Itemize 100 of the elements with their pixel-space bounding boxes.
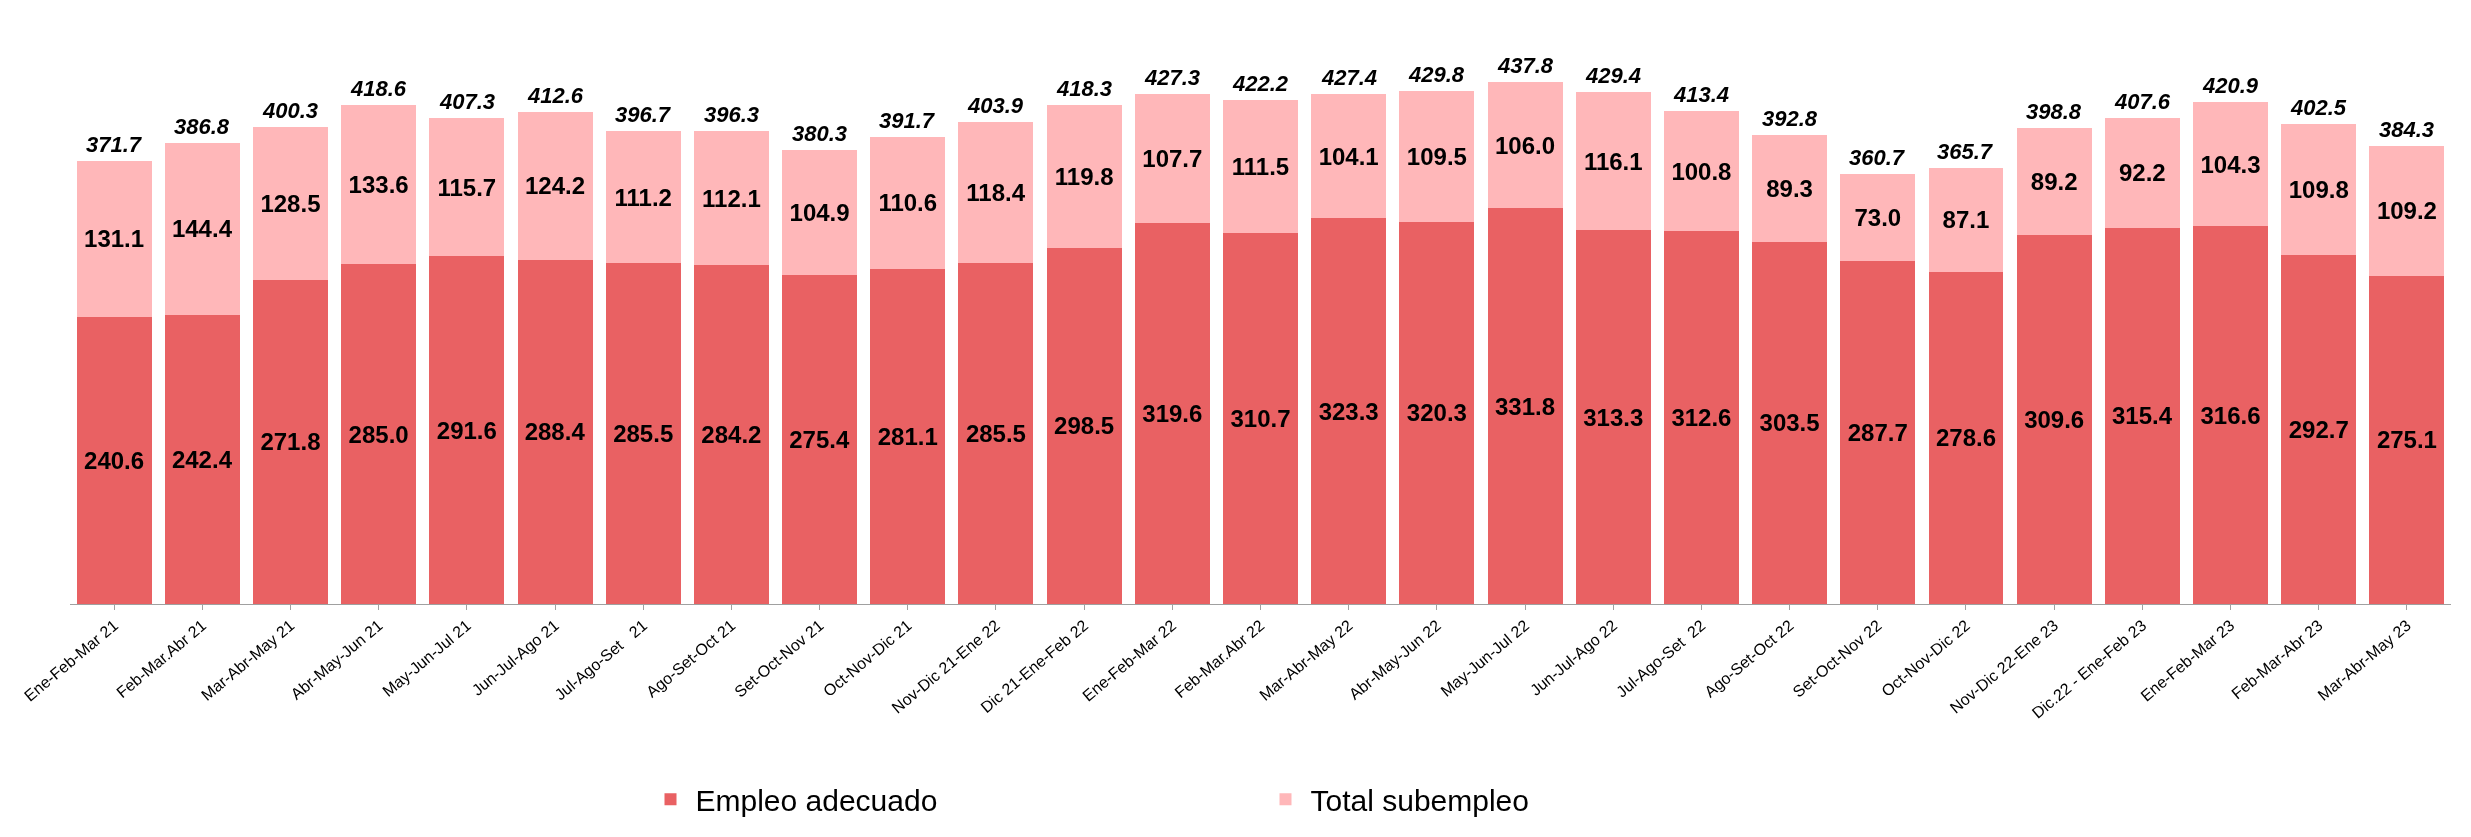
data-label: 320.3 — [1406, 399, 1467, 427]
bar — [1840, 173, 1916, 261]
bar — [2369, 145, 2445, 276]
bar — [870, 268, 946, 604]
bar — [958, 122, 1034, 264]
data-label: 312.6 — [1671, 404, 1732, 432]
total-label: 380.3 — [792, 121, 848, 146]
bar — [958, 263, 1034, 604]
total-label: 418.6 — [350, 76, 407, 101]
data-label: 281.1 — [877, 422, 938, 450]
data-label: 275.4 — [789, 426, 850, 454]
data-label: 87.1 — [1942, 206, 1990, 234]
total-label: 429.4 — [1585, 63, 1642, 88]
bar — [1399, 91, 1475, 222]
data-label: 104.9 — [789, 199, 850, 227]
bar — [252, 126, 328, 280]
total-label: 396.3 — [704, 102, 760, 127]
data-label: 144.4 — [171, 215, 233, 243]
data-label: 303.5 — [1759, 409, 1820, 437]
bar — [1487, 208, 1563, 604]
total-label: 422.2 — [1232, 71, 1289, 96]
bar — [605, 130, 681, 264]
total-label: 437.8 — [1497, 53, 1554, 78]
data-label: 291.6 — [436, 416, 497, 444]
data-label: 275.1 — [2376, 426, 2437, 454]
legend-label: Total subempleo — [1310, 783, 1529, 817]
bar — [1928, 167, 2004, 272]
data-label: 112.1 — [702, 184, 761, 212]
total-label: 407.6 — [2114, 89, 2171, 114]
data-label: 331.8 — [1495, 392, 1556, 420]
bar — [2281, 254, 2357, 604]
total-label: 392.8 — [1762, 106, 1818, 131]
data-label: 106.0 — [1495, 131, 1556, 159]
data-label: 285.5 — [613, 420, 674, 448]
data-label: 115.7 — [437, 173, 497, 201]
data-label: 319.6 — [1142, 399, 1203, 427]
bar — [870, 136, 946, 269]
bar — [1752, 241, 1828, 604]
bar — [76, 160, 152, 317]
data-label: 100.8 — [1671, 157, 1732, 185]
total-label: 418.3 — [1056, 76, 1113, 101]
bar — [1046, 247, 1122, 604]
total-label: 371.7 — [86, 132, 143, 157]
bar — [1223, 233, 1298, 604]
data-label: 285.5 — [965, 420, 1026, 448]
total-label: 429.8 — [1408, 62, 1465, 87]
data-label: 107.7 — [1142, 145, 1203, 173]
data-label: 104.1 — [1318, 142, 1379, 170]
bar — [1575, 230, 1651, 604]
bar — [1663, 110, 1739, 232]
total-label: 427.3 — [1144, 65, 1201, 90]
data-label: 309.6 — [2024, 405, 2085, 433]
data-label: 285.0 — [348, 420, 409, 448]
bar — [1575, 91, 1651, 231]
data-label: 111.2 — [614, 183, 672, 211]
bar — [782, 150, 858, 276]
bar — [693, 131, 769, 265]
bar — [2193, 101, 2269, 227]
bar — [2016, 234, 2092, 604]
data-label: 278.6 — [1935, 424, 1997, 452]
data-label: 89.2 — [2030, 168, 2078, 195]
bar — [605, 263, 681, 604]
data-label: 323.3 — [1318, 397, 1379, 425]
bar — [1487, 81, 1563, 209]
data-label: 271.8 — [260, 428, 321, 456]
data-label: 73.0 — [1854, 203, 1902, 231]
total-label: 386.8 — [174, 114, 230, 139]
total-label: 365.7 — [1937, 139, 1994, 164]
bar — [693, 265, 769, 604]
bar — [1928, 271, 2004, 604]
data-label: 109.5 — [1406, 143, 1467, 171]
data-label: 89.3 — [1766, 175, 1813, 203]
data-label: 287.7 — [1847, 418, 1908, 446]
bar — [1663, 231, 1739, 604]
legend-label: Empleo adecuado — [695, 783, 938, 817]
total-label: 412.6 — [527, 83, 584, 108]
data-label: 310.7 — [1230, 405, 1291, 433]
data-label: 116.1 — [1583, 147, 1643, 175]
data-label: 111.5 — [1231, 153, 1290, 181]
total-label: 398.8 — [2026, 99, 2082, 124]
bar — [341, 264, 417, 604]
bar — [1311, 218, 1387, 604]
bar — [2104, 227, 2180, 604]
data-label: 313.3 — [1583, 403, 1644, 431]
bar — [164, 314, 240, 604]
bar — [1134, 222, 1210, 604]
bar — [341, 104, 417, 265]
total-label: 407.3 — [439, 89, 496, 114]
data-label: 242.4 — [171, 445, 233, 473]
bar — [2016, 128, 2092, 235]
data-label: 315.4 — [2111, 402, 2173, 430]
data-label: 133.6 — [348, 170, 409, 198]
total-label: 402.5 — [2290, 95, 2347, 120]
data-label: 119.8 — [1054, 162, 1114, 190]
bar — [1399, 221, 1475, 604]
data-label: 124.2 — [524, 172, 586, 200]
total-label: 396.7 — [615, 102, 672, 127]
bar — [1840, 260, 1916, 604]
bar — [2104, 117, 2180, 228]
data-label: 104.3 — [2200, 150, 2261, 178]
